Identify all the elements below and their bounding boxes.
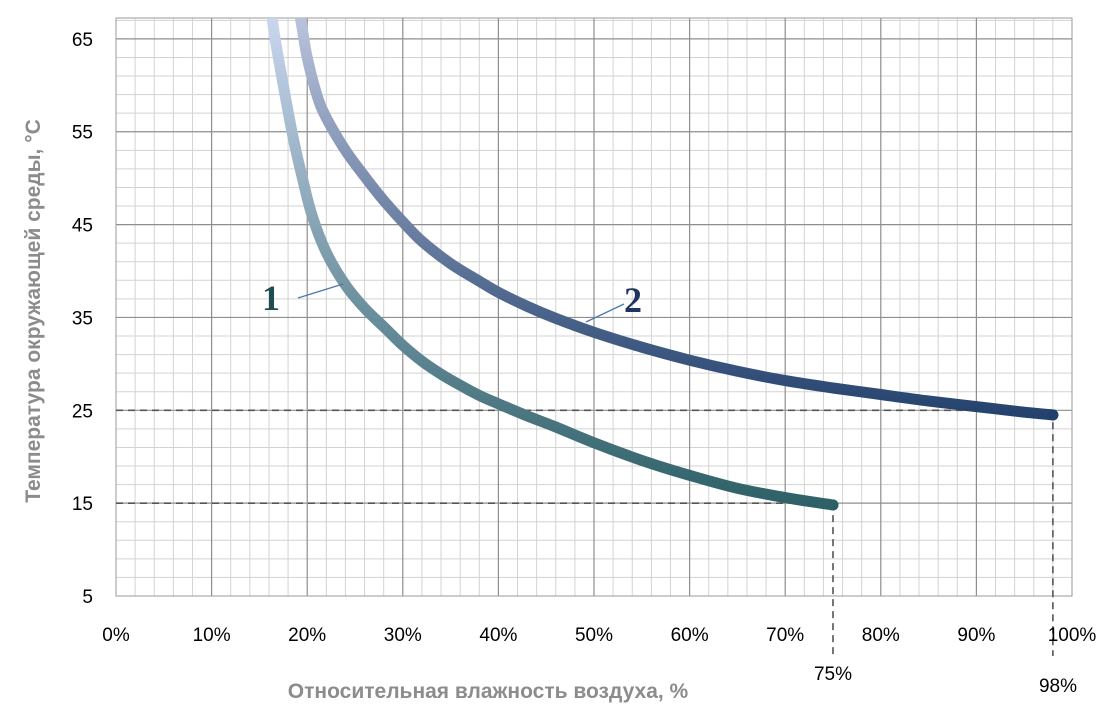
major-gridlines (116, 18, 1072, 596)
x-tick-label: 50% (575, 625, 613, 646)
y-axis-ticks: 5 15 25 35 45 55 65 (72, 30, 93, 608)
y-tick-label: 5 (82, 587, 93, 608)
series-2-endpoint (1047, 409, 1059, 421)
series-1-endpoint (827, 499, 839, 511)
x-tick-label: 10% (193, 625, 231, 646)
y-axis-title: Температура окружающей среды, °С (22, 119, 45, 503)
reference-lines (116, 409, 1054, 656)
x-tick-label: 20% (288, 625, 326, 646)
x-tick-label: 30% (384, 625, 422, 646)
y-tick-label: 25 (72, 401, 93, 422)
x-tick-label: 80% (862, 625, 900, 646)
y-tick-label: 65 (72, 30, 93, 51)
y-tick-label: 35 (72, 308, 93, 329)
series-1-leader (297, 283, 344, 299)
x-axis-ticks: 0% 10% 20% 30% 40% 50% 60% 70% 80% 90% 100% (102, 625, 1096, 646)
series-2-leader (585, 303, 625, 323)
x-tick-label: 70% (766, 625, 804, 646)
y-tick-label: 15 (72, 494, 93, 515)
series-2-label: 2 (624, 280, 642, 320)
x-axis-title: Относительная влажность воздуха, % (288, 680, 689, 703)
x-tick-label: 40% (479, 625, 517, 646)
series-1-line (266, 18, 839, 511)
x-tick-label: 0% (102, 625, 130, 646)
x-tick-label: 100% (1048, 625, 1097, 646)
plot-area-border (115, 17, 1073, 597)
series-2-line (294, 18, 1059, 421)
marker-label-98: 98% (1039, 676, 1077, 697)
marker-label-75: 75% (814, 664, 852, 685)
x-tick-label: 90% (957, 625, 995, 646)
x-tick-label: 60% (671, 625, 709, 646)
y-tick-label: 45 (72, 216, 93, 237)
y-tick-label: 55 (72, 123, 93, 144)
series-1-label: 1 (262, 278, 280, 318)
